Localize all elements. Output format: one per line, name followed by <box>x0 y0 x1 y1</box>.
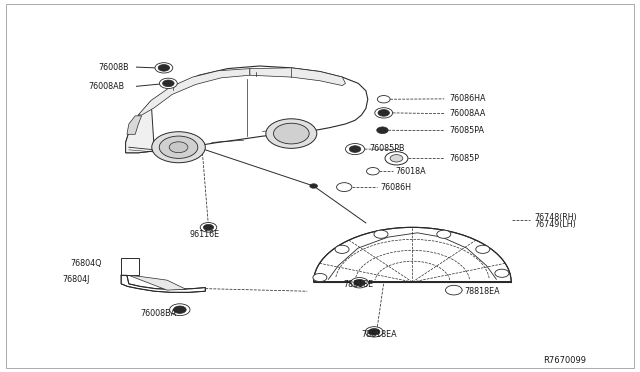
Circle shape <box>369 328 380 335</box>
Circle shape <box>365 327 383 337</box>
Polygon shape <box>121 275 205 292</box>
Text: 76085P: 76085P <box>449 154 479 163</box>
Circle shape <box>335 245 349 253</box>
Circle shape <box>374 230 388 238</box>
Circle shape <box>313 273 327 282</box>
Polygon shape <box>314 227 511 282</box>
Circle shape <box>476 245 490 253</box>
Text: 96116E: 96116E <box>189 230 220 239</box>
Circle shape <box>378 110 390 116</box>
Text: 76804Q: 76804Q <box>70 259 102 268</box>
Circle shape <box>163 80 174 87</box>
Circle shape <box>377 127 388 134</box>
Polygon shape <box>125 101 154 153</box>
Text: 76804J: 76804J <box>62 275 90 283</box>
Circle shape <box>170 304 190 315</box>
Circle shape <box>337 183 352 192</box>
Text: 78818EA: 78818EA <box>362 330 397 339</box>
Circle shape <box>349 146 361 153</box>
Circle shape <box>351 278 369 288</box>
Text: 76085PA: 76085PA <box>449 126 484 135</box>
Circle shape <box>375 108 393 118</box>
Polygon shape <box>129 275 186 290</box>
Text: 78818EA: 78818EA <box>464 287 500 296</box>
Circle shape <box>152 132 205 163</box>
Circle shape <box>310 184 317 188</box>
Circle shape <box>385 152 408 165</box>
Polygon shape <box>125 66 368 153</box>
Circle shape <box>378 96 390 103</box>
Circle shape <box>437 230 451 238</box>
Circle shape <box>273 123 309 144</box>
Circle shape <box>495 269 509 278</box>
Circle shape <box>158 64 170 71</box>
Circle shape <box>445 285 462 295</box>
Text: 76008B: 76008B <box>99 62 129 72</box>
Circle shape <box>200 222 217 232</box>
Text: 76008AB: 76008AB <box>89 82 125 91</box>
Circle shape <box>159 78 177 89</box>
Text: 76749(LH): 76749(LH) <box>534 220 576 229</box>
Circle shape <box>173 306 186 313</box>
Circle shape <box>346 144 365 155</box>
Circle shape <box>159 136 198 158</box>
Text: 76085PB: 76085PB <box>370 144 405 153</box>
Circle shape <box>390 155 403 162</box>
Polygon shape <box>138 68 250 115</box>
Circle shape <box>169 142 188 153</box>
Circle shape <box>155 62 173 73</box>
Text: 78818E: 78818E <box>344 280 374 289</box>
Text: 76748(RH): 76748(RH) <box>534 213 577 222</box>
Polygon shape <box>127 116 141 134</box>
Circle shape <box>266 119 317 148</box>
Bar <box>121 258 139 275</box>
Circle shape <box>354 279 365 286</box>
Circle shape <box>204 224 214 230</box>
Text: 76008BA: 76008BA <box>140 309 177 318</box>
Polygon shape <box>250 68 346 86</box>
Text: 76018A: 76018A <box>396 167 426 176</box>
Text: 76086HA: 76086HA <box>449 94 486 103</box>
Text: 76086H: 76086H <box>380 183 411 192</box>
Circle shape <box>367 167 380 175</box>
Text: 76008AA: 76008AA <box>449 109 486 118</box>
Text: R7670099: R7670099 <box>543 356 586 365</box>
